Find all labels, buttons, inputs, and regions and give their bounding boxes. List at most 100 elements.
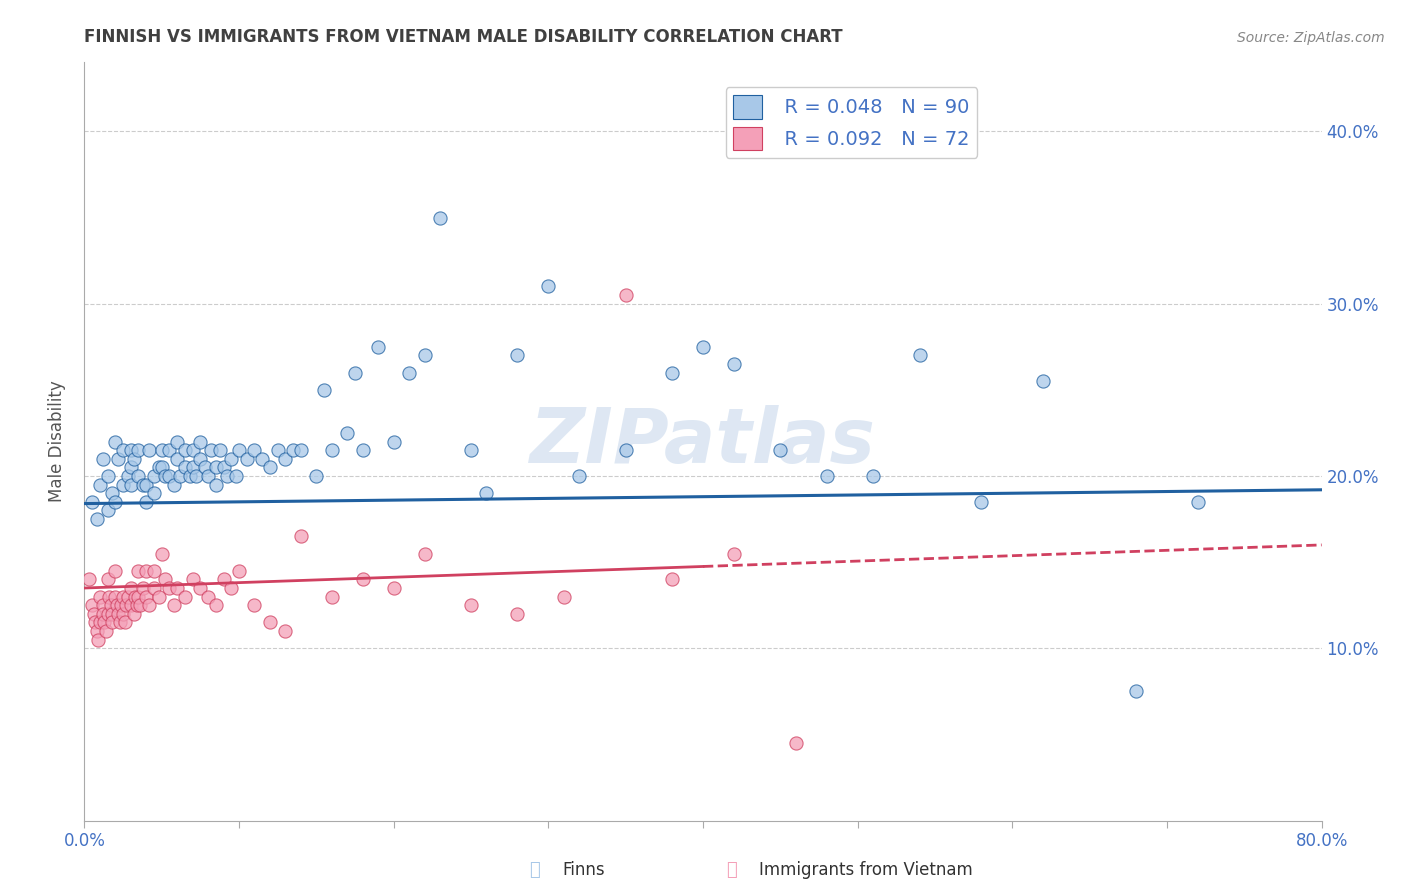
Point [181,443,204,458]
Point [159,581,180,595]
Point [91,599,114,613]
Point [117,590,139,604]
Point [259,460,281,475]
Point [769,443,792,458]
Point [125,599,148,613]
Point [197,469,219,483]
Point [166,581,188,595]
Point [89,590,111,604]
Point [205,460,228,475]
Point [460,599,482,613]
Point [94,624,117,639]
Point [112,607,135,621]
Point [138,599,160,613]
Point [553,590,575,604]
Point [96,469,118,483]
Point [153,469,176,483]
Point [101,607,124,621]
Point [135,590,157,604]
Point [129,599,152,613]
Point [174,443,197,458]
Point [117,469,139,483]
Point [105,599,128,613]
Point [127,564,149,578]
Point [150,547,173,561]
Point [87,632,110,647]
Point [104,495,127,509]
Point [250,451,273,466]
Text: Finns: Finns [562,861,605,879]
Point [163,477,186,491]
Point [815,469,838,483]
Point [212,460,235,475]
Point [174,590,197,604]
Point [188,581,211,595]
Point [148,460,170,475]
Point [188,451,211,466]
Point [120,443,142,458]
Point [305,469,328,483]
Point [614,288,637,302]
Point [506,348,529,362]
Point [267,443,290,458]
Point [101,486,124,500]
Point [537,279,560,293]
Point [98,590,121,604]
Point [212,573,235,587]
Point [723,547,745,561]
Point [163,599,186,613]
Point [200,443,222,458]
Point [166,451,188,466]
Point [194,460,217,475]
Point [661,573,683,587]
Point [235,451,259,466]
Point [91,451,114,466]
Point [83,607,105,621]
Text: ⬜: ⬜ [529,861,540,879]
Text: ZIPatlas: ZIPatlas [530,405,876,478]
Point [785,736,807,750]
Point [290,443,312,458]
Point [112,590,135,604]
Point [86,512,108,526]
Point [1125,684,1147,698]
Point [243,599,266,613]
Point [107,451,129,466]
Point [243,443,266,458]
Point [274,624,297,639]
Point [475,486,498,500]
Point [107,607,129,621]
Point [89,615,111,630]
Point [568,469,591,483]
Point [93,615,115,630]
Point [181,573,204,587]
Point [219,451,242,466]
Point [205,477,228,491]
Point [225,469,247,483]
Point [143,469,166,483]
Point [135,564,157,578]
Point [120,477,142,491]
Point [96,573,118,587]
Point [100,599,122,613]
Point [122,607,145,621]
Point [115,599,138,613]
Point [382,581,405,595]
Point [150,443,173,458]
Point [114,615,136,630]
Point [413,348,436,362]
Point [120,460,142,475]
Point [104,590,127,604]
Point [143,564,166,578]
Text: Source: ZipAtlas.com: Source: ZipAtlas.com [1237,31,1385,45]
Point [86,624,108,639]
Point [614,443,637,458]
Point [219,581,242,595]
Point [159,469,180,483]
Point [281,443,305,458]
Point [127,469,149,483]
Point [197,590,219,604]
Point [506,607,529,621]
Point [143,486,166,500]
Point [1032,374,1054,388]
